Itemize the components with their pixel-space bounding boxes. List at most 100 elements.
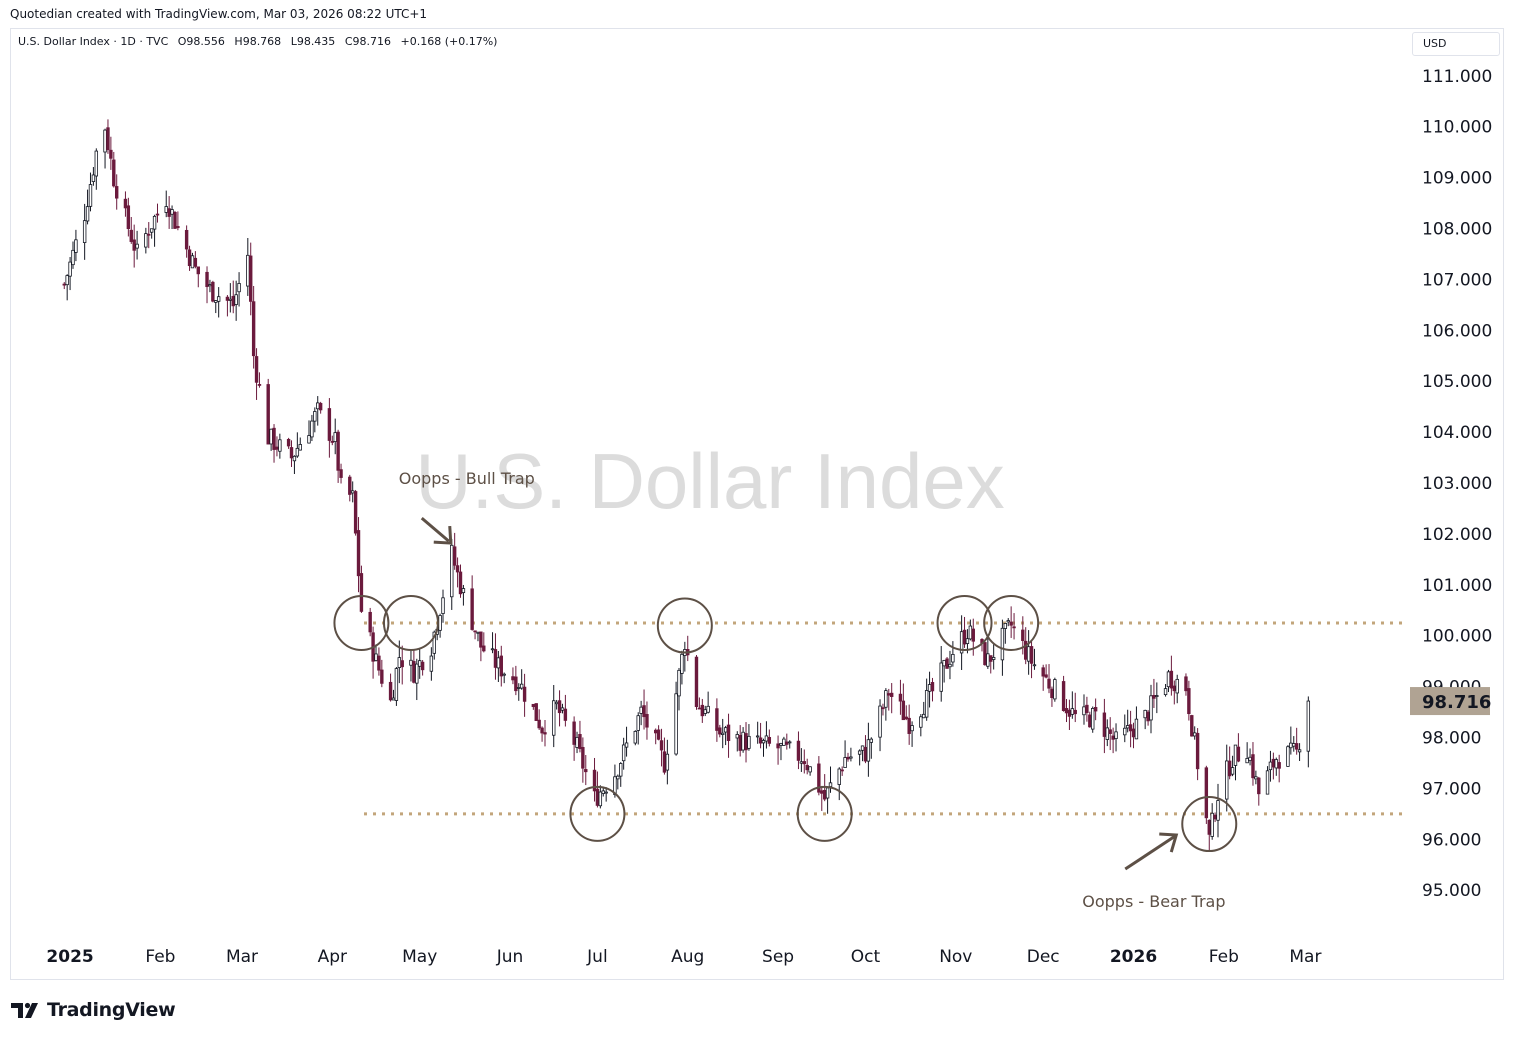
- last-price-tag: 98.716: [1410, 687, 1491, 716]
- candle: [307, 420, 311, 444]
- candle: [910, 721, 914, 747]
- candle: [584, 755, 588, 786]
- candle: [450, 538, 454, 610]
- candle: [1064, 699, 1069, 723]
- candle: [184, 225, 189, 258]
- candle-body: [74, 239, 78, 253]
- candle-body: [388, 681, 393, 701]
- candle: [703, 705, 707, 717]
- candle: [721, 718, 725, 749]
- candle-body: [1268, 761, 1273, 771]
- candle-body: [782, 738, 786, 746]
- candle: [152, 214, 157, 247]
- candle-body: [581, 746, 585, 769]
- candle-body: [397, 657, 402, 668]
- candle: [74, 229, 78, 262]
- bear-trap-arrowhead: [1159, 832, 1179, 853]
- candle: [1041, 664, 1045, 691]
- candle: [1271, 752, 1276, 780]
- candle: [452, 532, 457, 570]
- candle-body: [1227, 760, 1232, 777]
- candle-body: [420, 661, 425, 671]
- candle-body: [71, 249, 75, 266]
- candle-body: [1125, 725, 1130, 729]
- y-tick-label: 98.000: [1422, 729, 1481, 749]
- candle: [747, 724, 751, 751]
- tradingview-logo[interactable]: TradingView: [11, 998, 176, 1022]
- candle: [779, 742, 783, 761]
- candle: [1213, 812, 1217, 823]
- y-tick-label: 107.000: [1422, 270, 1492, 290]
- candle: [1152, 678, 1156, 709]
- candle-body: [1216, 800, 1220, 821]
- candle-body: [744, 733, 748, 751]
- candle-body: [455, 565, 460, 573]
- candle: [971, 618, 975, 656]
- candle-body: [1041, 667, 1045, 677]
- candle-body: [1192, 732, 1197, 737]
- candle-body: [1032, 664, 1037, 667]
- candle: [1131, 722, 1136, 749]
- candle: [1251, 742, 1255, 786]
- bear-trap-arrow: [1124, 834, 1177, 871]
- candle: [1134, 706, 1139, 740]
- candle: [517, 683, 521, 701]
- candle: [187, 245, 192, 271]
- currency-selector[interactable]: USD: [1412, 32, 1500, 56]
- candle-body: [575, 736, 579, 748]
- candle-body: [336, 431, 340, 471]
- candle: [1073, 692, 1077, 723]
- time-axis[interactable]: 2025 Feb Mar Apr May Jun Jul Aug Sep Oct Nov Dec 202…: [46, 947, 1321, 967]
- candle-body: [1128, 724, 1133, 732]
- candle-body: [1233, 744, 1238, 766]
- candle-body: [517, 687, 521, 689]
- candle: [857, 749, 862, 766]
- candle-body: [391, 697, 396, 701]
- candle: [482, 632, 486, 653]
- candle: [129, 216, 133, 244]
- candle: [193, 251, 198, 269]
- candle-body: [776, 743, 780, 749]
- candle-body: [840, 769, 844, 772]
- candle-body: [796, 740, 801, 761]
- candle-body: [368, 611, 372, 633]
- test-circle: [1181, 796, 1238, 853]
- candle: [1093, 698, 1098, 721]
- candle-body: [901, 700, 906, 721]
- candle: [531, 703, 536, 710]
- candle: [318, 401, 323, 414]
- candle-body: [557, 700, 562, 714]
- candle: [286, 437, 291, 449]
- candle: [697, 697, 702, 710]
- candle: [817, 756, 821, 796]
- price-axis[interactable]: 111.000 110.000 109.000 108.000 107.000 106.0…: [1422, 67, 1492, 901]
- candle-body: [636, 715, 640, 731]
- candle: [298, 437, 302, 451]
- candle: [633, 730, 638, 746]
- candle-body: [1292, 743, 1296, 747]
- candle-body: [91, 174, 96, 182]
- candle-body: [572, 721, 576, 745]
- candle: [266, 378, 270, 445]
- candle: [1245, 742, 1249, 764]
- candle: [1169, 655, 1174, 696]
- candle: [88, 172, 93, 212]
- candle: [592, 757, 597, 802]
- candle-body: [476, 631, 480, 634]
- candle: [683, 641, 687, 672]
- candlestick-series: [62, 119, 1311, 851]
- candle-body: [167, 208, 171, 217]
- symbol-legend[interactable]: U.S. Dollar Index · 1D · TVC O98.556 H98…: [18, 35, 503, 48]
- candle: [540, 726, 544, 742]
- candle-body: [1093, 707, 1098, 712]
- candle-body: [1000, 627, 1005, 661]
- candle: [878, 699, 882, 752]
- candle: [1155, 682, 1159, 714]
- candle-body: [1131, 728, 1136, 738]
- candle-body: [450, 544, 454, 598]
- candle-body: [1108, 729, 1112, 734]
- candle: [572, 716, 576, 761]
- candle-body: [112, 159, 116, 187]
- y-tick-label: 95.000: [1422, 881, 1481, 901]
